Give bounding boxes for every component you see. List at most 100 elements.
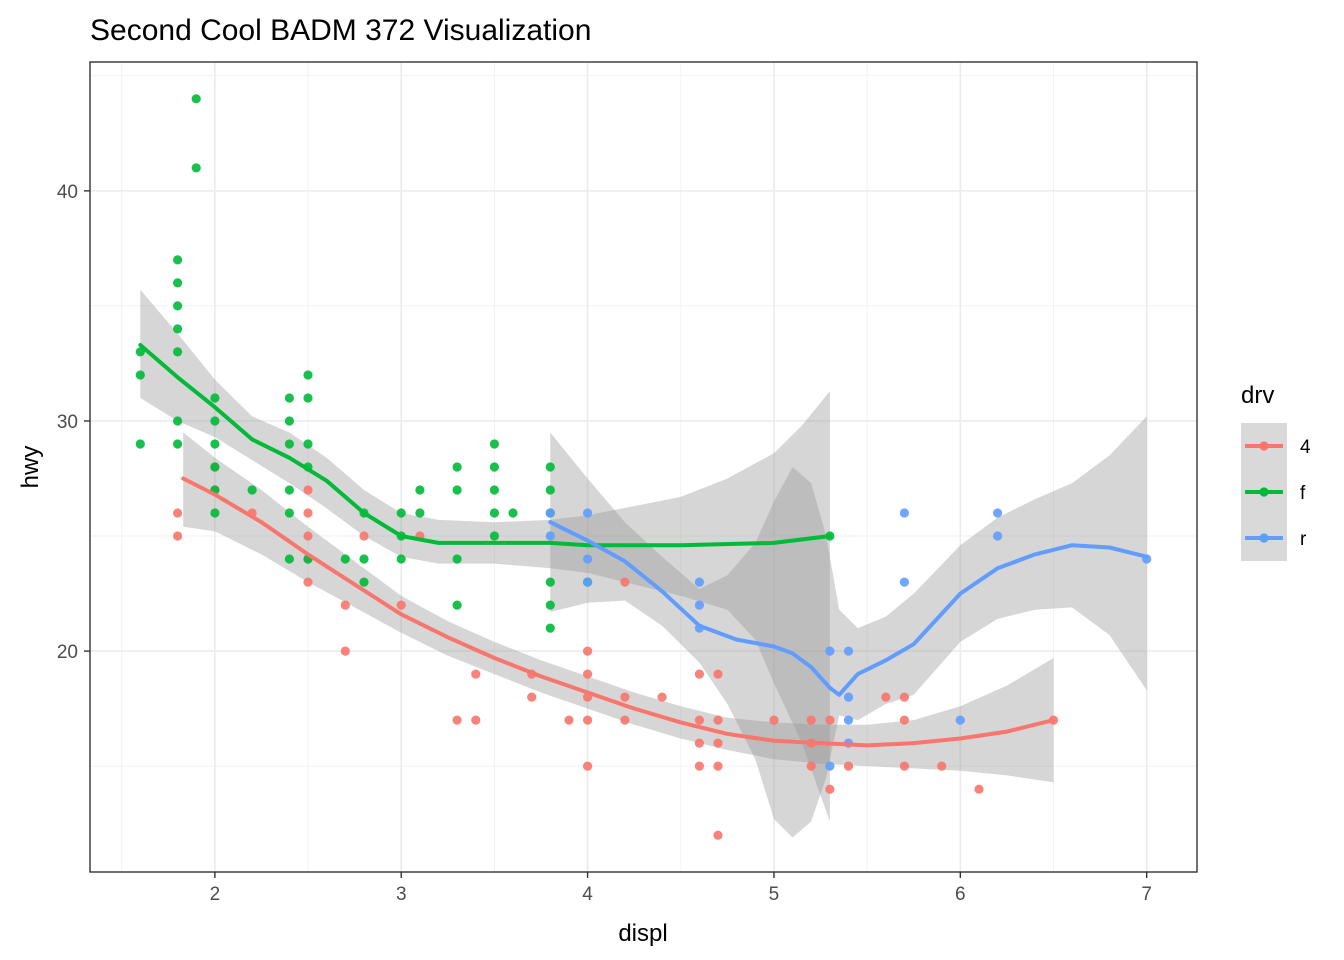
x-axis-title: displ — [618, 920, 667, 947]
confidence-band-r — [550, 416, 1147, 838]
data-point-f — [452, 600, 462, 610]
smooth-line-r — [548, 520, 1149, 697]
data-point-4 — [769, 715, 779, 725]
data-point-4 — [340, 646, 350, 656]
data-point-4 — [713, 715, 723, 725]
data-point-f — [452, 462, 462, 472]
legend: drv 4 f r — [1241, 382, 1311, 561]
data-point-f — [284, 485, 294, 495]
data-point-4 — [173, 508, 183, 518]
chart-title: Second Cool BADM 372 Visualization — [90, 14, 591, 47]
data-point-r — [899, 577, 910, 587]
data-point-4 — [620, 715, 630, 725]
data-point-r — [694, 600, 705, 610]
data-point-4 — [694, 761, 705, 771]
data-point-f — [396, 508, 406, 518]
data-point-f — [415, 508, 425, 518]
data-point-r — [545, 531, 555, 541]
data-point-4 — [303, 577, 313, 587]
smooth-line-4 — [181, 476, 1056, 748]
data-point-f — [284, 554, 294, 564]
data-point-4 — [471, 715, 481, 725]
x-tick-label: 4 — [582, 884, 593, 905]
data-point-4 — [564, 715, 574, 725]
data-point-4 — [881, 692, 891, 702]
data-point-4 — [396, 600, 406, 610]
data-point-r — [825, 761, 835, 771]
data-point-f — [489, 485, 499, 495]
data-point-4 — [583, 646, 593, 656]
data-point-r — [843, 692, 854, 702]
data-point-f — [173, 278, 183, 288]
data-point-f — [284, 508, 294, 518]
x-tick-label: 2 — [210, 884, 221, 905]
data-point-f — [452, 485, 462, 495]
legend-key-point-4 — [1259, 441, 1269, 451]
x-tick-label: 5 — [769, 884, 780, 905]
data-point-f — [173, 324, 183, 334]
data-point-4 — [620, 577, 630, 587]
confidence-band-4 — [183, 432, 1054, 783]
data-point-f — [489, 462, 499, 472]
data-point-f — [284, 393, 294, 403]
data-point-f — [210, 508, 220, 518]
data-point-4 — [620, 692, 630, 702]
legend-label-r: r — [1300, 529, 1307, 550]
data-point-f — [359, 577, 369, 587]
data-point-f — [340, 554, 350, 564]
data-point-4 — [303, 531, 313, 541]
data-point-4 — [583, 669, 593, 679]
confidence-band-f — [140, 289, 830, 822]
y-tick-label: 40 — [57, 182, 78, 203]
data-point-r — [993, 531, 1003, 541]
data-point-4 — [340, 600, 350, 610]
x-tick-label: 3 — [396, 884, 407, 905]
data-point-f — [173, 347, 183, 357]
data-point-f — [173, 439, 183, 449]
data-point-f — [508, 508, 518, 518]
data-point-f — [191, 163, 201, 173]
data-point-4 — [825, 715, 835, 725]
data-point-4 — [825, 784, 835, 794]
smooth-lines — [138, 343, 1149, 748]
data-point-4 — [452, 715, 462, 725]
data-point-f — [173, 301, 183, 311]
data-point-r — [993, 508, 1003, 518]
data-point-4 — [899, 761, 910, 771]
data-point-4 — [899, 715, 910, 725]
data-point-4 — [471, 669, 481, 679]
data-point-f — [210, 462, 220, 472]
data-point-4 — [583, 715, 593, 725]
data-point-4 — [694, 738, 705, 748]
y-axis-title: hwy — [17, 446, 44, 489]
data-point-f — [545, 577, 555, 587]
data-point-4 — [657, 692, 667, 702]
legend-title: drv — [1241, 382, 1274, 409]
smooth-line-f — [138, 343, 832, 548]
confidence-bands — [140, 289, 1147, 838]
data-point-4 — [173, 531, 183, 541]
data-point-f — [284, 416, 294, 426]
data-point-4 — [937, 761, 947, 771]
data-point-f — [173, 255, 183, 265]
data-point-4 — [303, 508, 313, 518]
data-point-4 — [713, 738, 723, 748]
legend-key-point-r — [1259, 533, 1269, 543]
data-point-4 — [974, 784, 984, 794]
data-point-f — [452, 554, 462, 564]
data-point-f — [210, 439, 220, 449]
y-tick-label: 30 — [57, 412, 78, 433]
data-point-f — [210, 416, 220, 426]
data-point-f — [303, 393, 313, 403]
data-point-f — [135, 439, 145, 449]
data-point-f — [545, 485, 555, 495]
data-point-f — [489, 508, 499, 518]
data-point-f — [415, 485, 425, 495]
data-point-r — [955, 715, 965, 725]
x-tick-label: 6 — [955, 884, 966, 905]
legend-key-point-f — [1259, 487, 1269, 497]
data-point-4 — [359, 531, 369, 541]
data-point-f — [396, 554, 406, 564]
legend-keys: 4 f r — [1241, 423, 1311, 561]
